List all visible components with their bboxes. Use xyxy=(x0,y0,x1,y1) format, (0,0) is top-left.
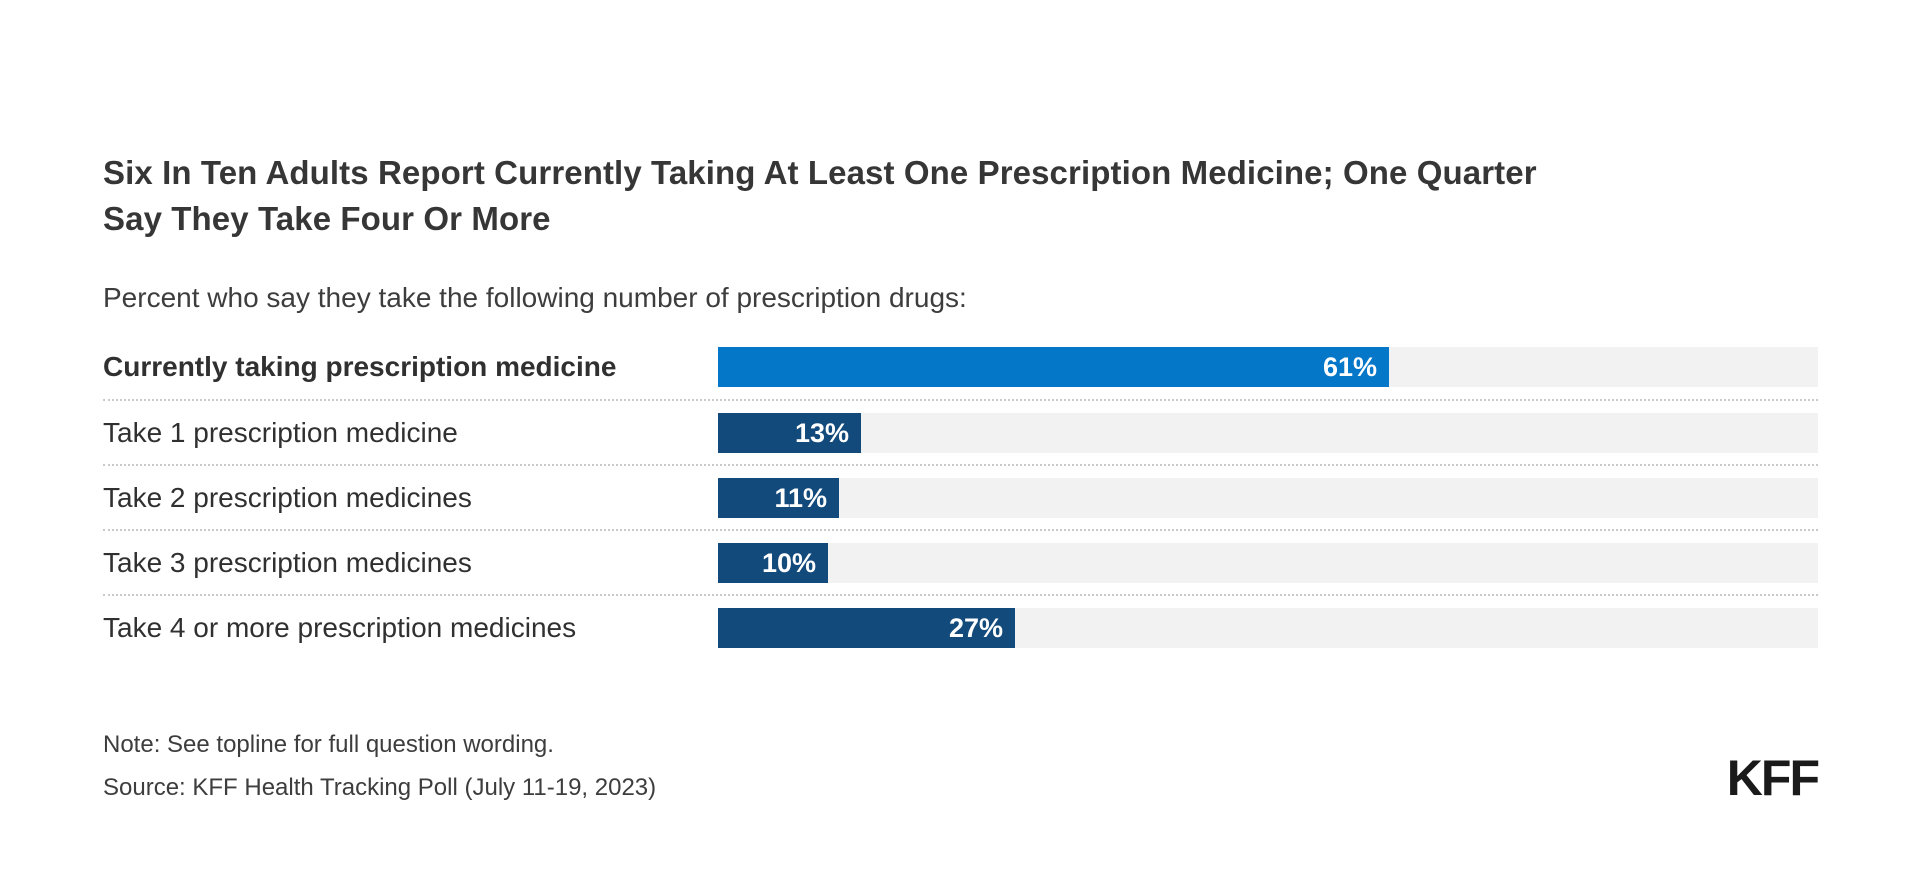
bar-label: Currently taking prescription medicine xyxy=(103,350,617,382)
bar-label: Take 3 prescription medicines xyxy=(103,546,472,578)
bar-label: Take 2 prescription medicines xyxy=(103,481,472,513)
bar-label: Take 4 or more prescription medicines xyxy=(103,611,577,643)
bar-row-take-2: Take 2 prescription medicines 11% xyxy=(103,464,1818,529)
bar-chart: Currently taking prescription medicine 6… xyxy=(103,334,1818,659)
bar-row-take-4-or-more: Take 4 or more prescription medicines 27… xyxy=(103,594,1818,659)
bar-fill: 13% xyxy=(718,412,861,453)
chart-footer: Note: See topline for full question word… xyxy=(103,723,1820,809)
bar-fill: 10% xyxy=(718,542,828,583)
source-text: Source: KFF Health Tracking Poll (July 1… xyxy=(103,774,657,801)
bar-track: 10% xyxy=(718,542,1818,583)
bar-track: 61% xyxy=(718,346,1818,387)
bar-fill: 27% xyxy=(718,607,1015,648)
bar-track: 11% xyxy=(718,477,1818,518)
bar-track: 27% xyxy=(718,607,1818,648)
bar-fill: 61% xyxy=(718,346,1389,387)
chart-page: Six In Ten Adults Report Currently Takin… xyxy=(0,150,1920,896)
bar-row-currently-taking: Currently taking prescription medicine 6… xyxy=(103,334,1818,399)
chart-title: Six In Ten Adults Report Currently Takin… xyxy=(103,154,1537,237)
note-text: Note: See topline for full question word… xyxy=(103,731,554,758)
bar-label: Take 1 prescription medicine xyxy=(103,416,458,448)
bar-row-take-3: Take 3 prescription medicines 10% xyxy=(103,529,1818,594)
chart-subtitle: Percent who say they take the following … xyxy=(103,282,967,313)
footnotes: Note: See topline for full question word… xyxy=(103,723,656,809)
bar-fill: 11% xyxy=(718,477,839,518)
bar-track: 13% xyxy=(718,412,1818,453)
bar-row-take-1: Take 1 prescription medicine 13% xyxy=(103,399,1818,464)
kff-logo: KFF xyxy=(1726,750,1820,806)
